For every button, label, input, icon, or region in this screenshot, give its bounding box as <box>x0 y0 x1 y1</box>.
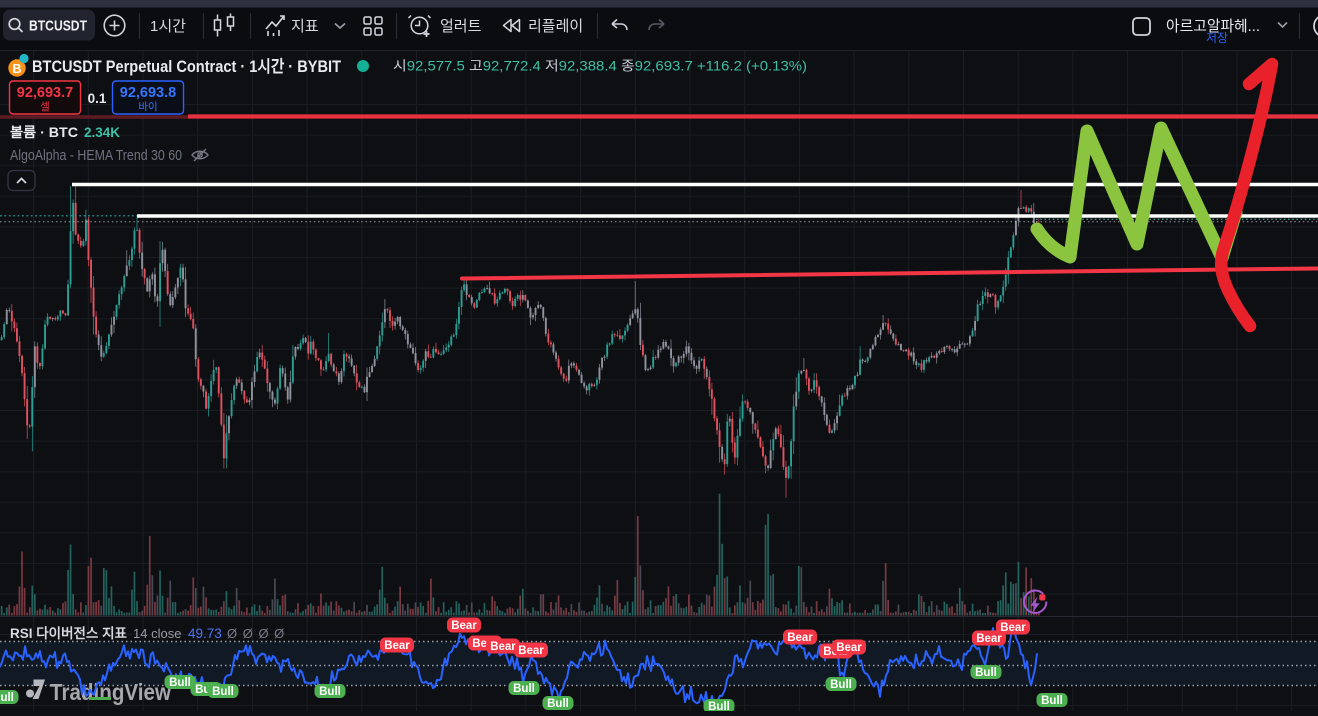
svg-text:92,693.8: 92,693.8 <box>120 85 176 101</box>
svg-text:Bear: Bear <box>451 620 477 632</box>
svg-text:저장: 저장 <box>1206 31 1228 45</box>
svg-text:셀: 셀 <box>40 101 50 113</box>
svg-text:2.34K: 2.34K <box>84 125 120 140</box>
svg-text:49.73: 49.73 <box>188 626 222 641</box>
svg-text:1시간: 1시간 <box>150 18 186 35</box>
svg-text:Bull: Bull <box>975 667 997 679</box>
svg-text:볼륨 · BTC: 볼륨 · BTC <box>10 125 78 140</box>
svg-text:0.1: 0.1 <box>88 91 107 106</box>
svg-text:Bear: Bear <box>976 633 1002 645</box>
svg-text:Bear: Bear <box>384 640 410 652</box>
svg-text:Bull: Bull <box>1041 695 1063 707</box>
svg-text:얼러트: 얼러트 <box>440 18 482 35</box>
svg-text:지표: 지표 <box>291 18 319 35</box>
svg-text:B: B <box>12 62 21 76</box>
svg-text:Bull: Bull <box>708 701 730 711</box>
svg-text:Bull: Bull <box>830 679 852 691</box>
svg-text:Bear: Bear <box>518 645 544 657</box>
svg-text:Bear: Bear <box>836 642 862 654</box>
svg-text:AlgoAlpha - HEMA Trend 30 60: AlgoAlpha - HEMA Trend 30 60 <box>10 148 182 164</box>
svg-text:BTCUSDT: BTCUSDT <box>29 18 87 35</box>
svg-text:바이: 바이 <box>138 101 157 113</box>
svg-text:Bull: Bull <box>319 686 341 698</box>
svg-text:Bear: Bear <box>490 641 516 653</box>
svg-text:Ø Ø Ø Ø: Ø Ø Ø Ø <box>227 626 285 641</box>
svg-text:TradingView: TradingView <box>50 679 171 705</box>
svg-text:Bull: Bull <box>513 683 535 695</box>
svg-text:아르고알파헤...: 아르고알파헤... <box>1166 18 1260 35</box>
svg-text:리플레이: 리플레이 <box>528 18 583 35</box>
svg-text:Bull: Bull <box>169 677 191 689</box>
svg-text:시92,577.5 고92,772.4 저92,388.4: 시92,577.5 고 92,772.4 저 92,388.4 종 92,693.7 … <box>393 59 807 74</box>
svg-text:Bull: Bull <box>547 698 569 710</box>
svg-text:14 close: 14 close <box>133 626 181 641</box>
svg-text:Bull: Bull <box>212 686 234 698</box>
svg-text:92,693.7: 92,693.7 <box>17 85 73 101</box>
svg-text:RSI 다이버전스 지표: RSI 다이버전스 지표 <box>10 625 128 641</box>
svg-text:Bear: Bear <box>1000 622 1026 634</box>
svg-text:Bull: Bull <box>0 692 14 704</box>
svg-text:Bear: Bear <box>787 632 813 644</box>
svg-text:BTCUSDT Perpetual Contract · 1: BTCUSDT Perpetual Contract · 1시간 · BYBIT <box>32 57 341 76</box>
